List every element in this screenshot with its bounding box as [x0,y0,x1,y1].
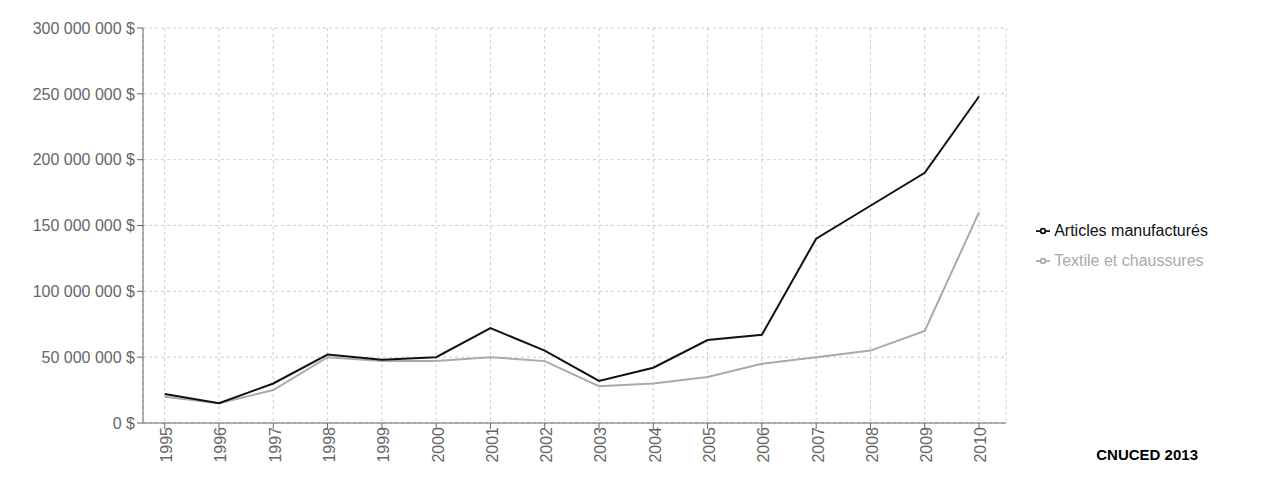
svg-text:1999: 1999 [375,427,392,463]
svg-text:2004: 2004 [647,427,664,463]
svg-text:2006: 2006 [755,427,772,463]
svg-text:200 000 000 $: 200 000 000 $ [33,151,135,168]
svg-text:2009: 2009 [918,427,935,463]
svg-text:2005: 2005 [701,427,718,463]
html-text:Articles manufacturés: Articles manufacturés [1054,221,1208,239]
html-text:CNUCED 2013: CNUCED 2013 [1096,446,1198,463]
svg-text:100 000 000 $: 100 000 000 $ [33,283,135,300]
svg-text:1996: 1996 [212,427,229,463]
svg-text:1995: 1995 [158,427,175,463]
svg-text:1997: 1997 [267,427,284,463]
html-text:Textile et chaussures: Textile et chaussures [1054,251,1204,269]
svg-text:1998: 1998 [321,427,338,463]
svg-text:2002: 2002 [538,427,555,463]
svg-text:300 000 000 $: 300 000 000 $ [33,20,135,37]
svg-text:50 000 000 $: 50 000 000 $ [42,349,136,366]
svg-text:150 000 000 $: 150 000 000 $ [33,217,135,234]
svg-text:2008: 2008 [864,427,881,463]
svg-text:2001: 2001 [484,427,501,463]
svg-text:2000: 2000 [430,427,447,463]
svg-text:2010: 2010 [972,427,989,463]
svg-text:0 $: 0 $ [113,415,135,432]
svg-text:250 000 000 $: 250 000 000 $ [33,86,135,103]
svg-text:2007: 2007 [810,427,827,463]
svg-text:2003: 2003 [592,427,609,463]
